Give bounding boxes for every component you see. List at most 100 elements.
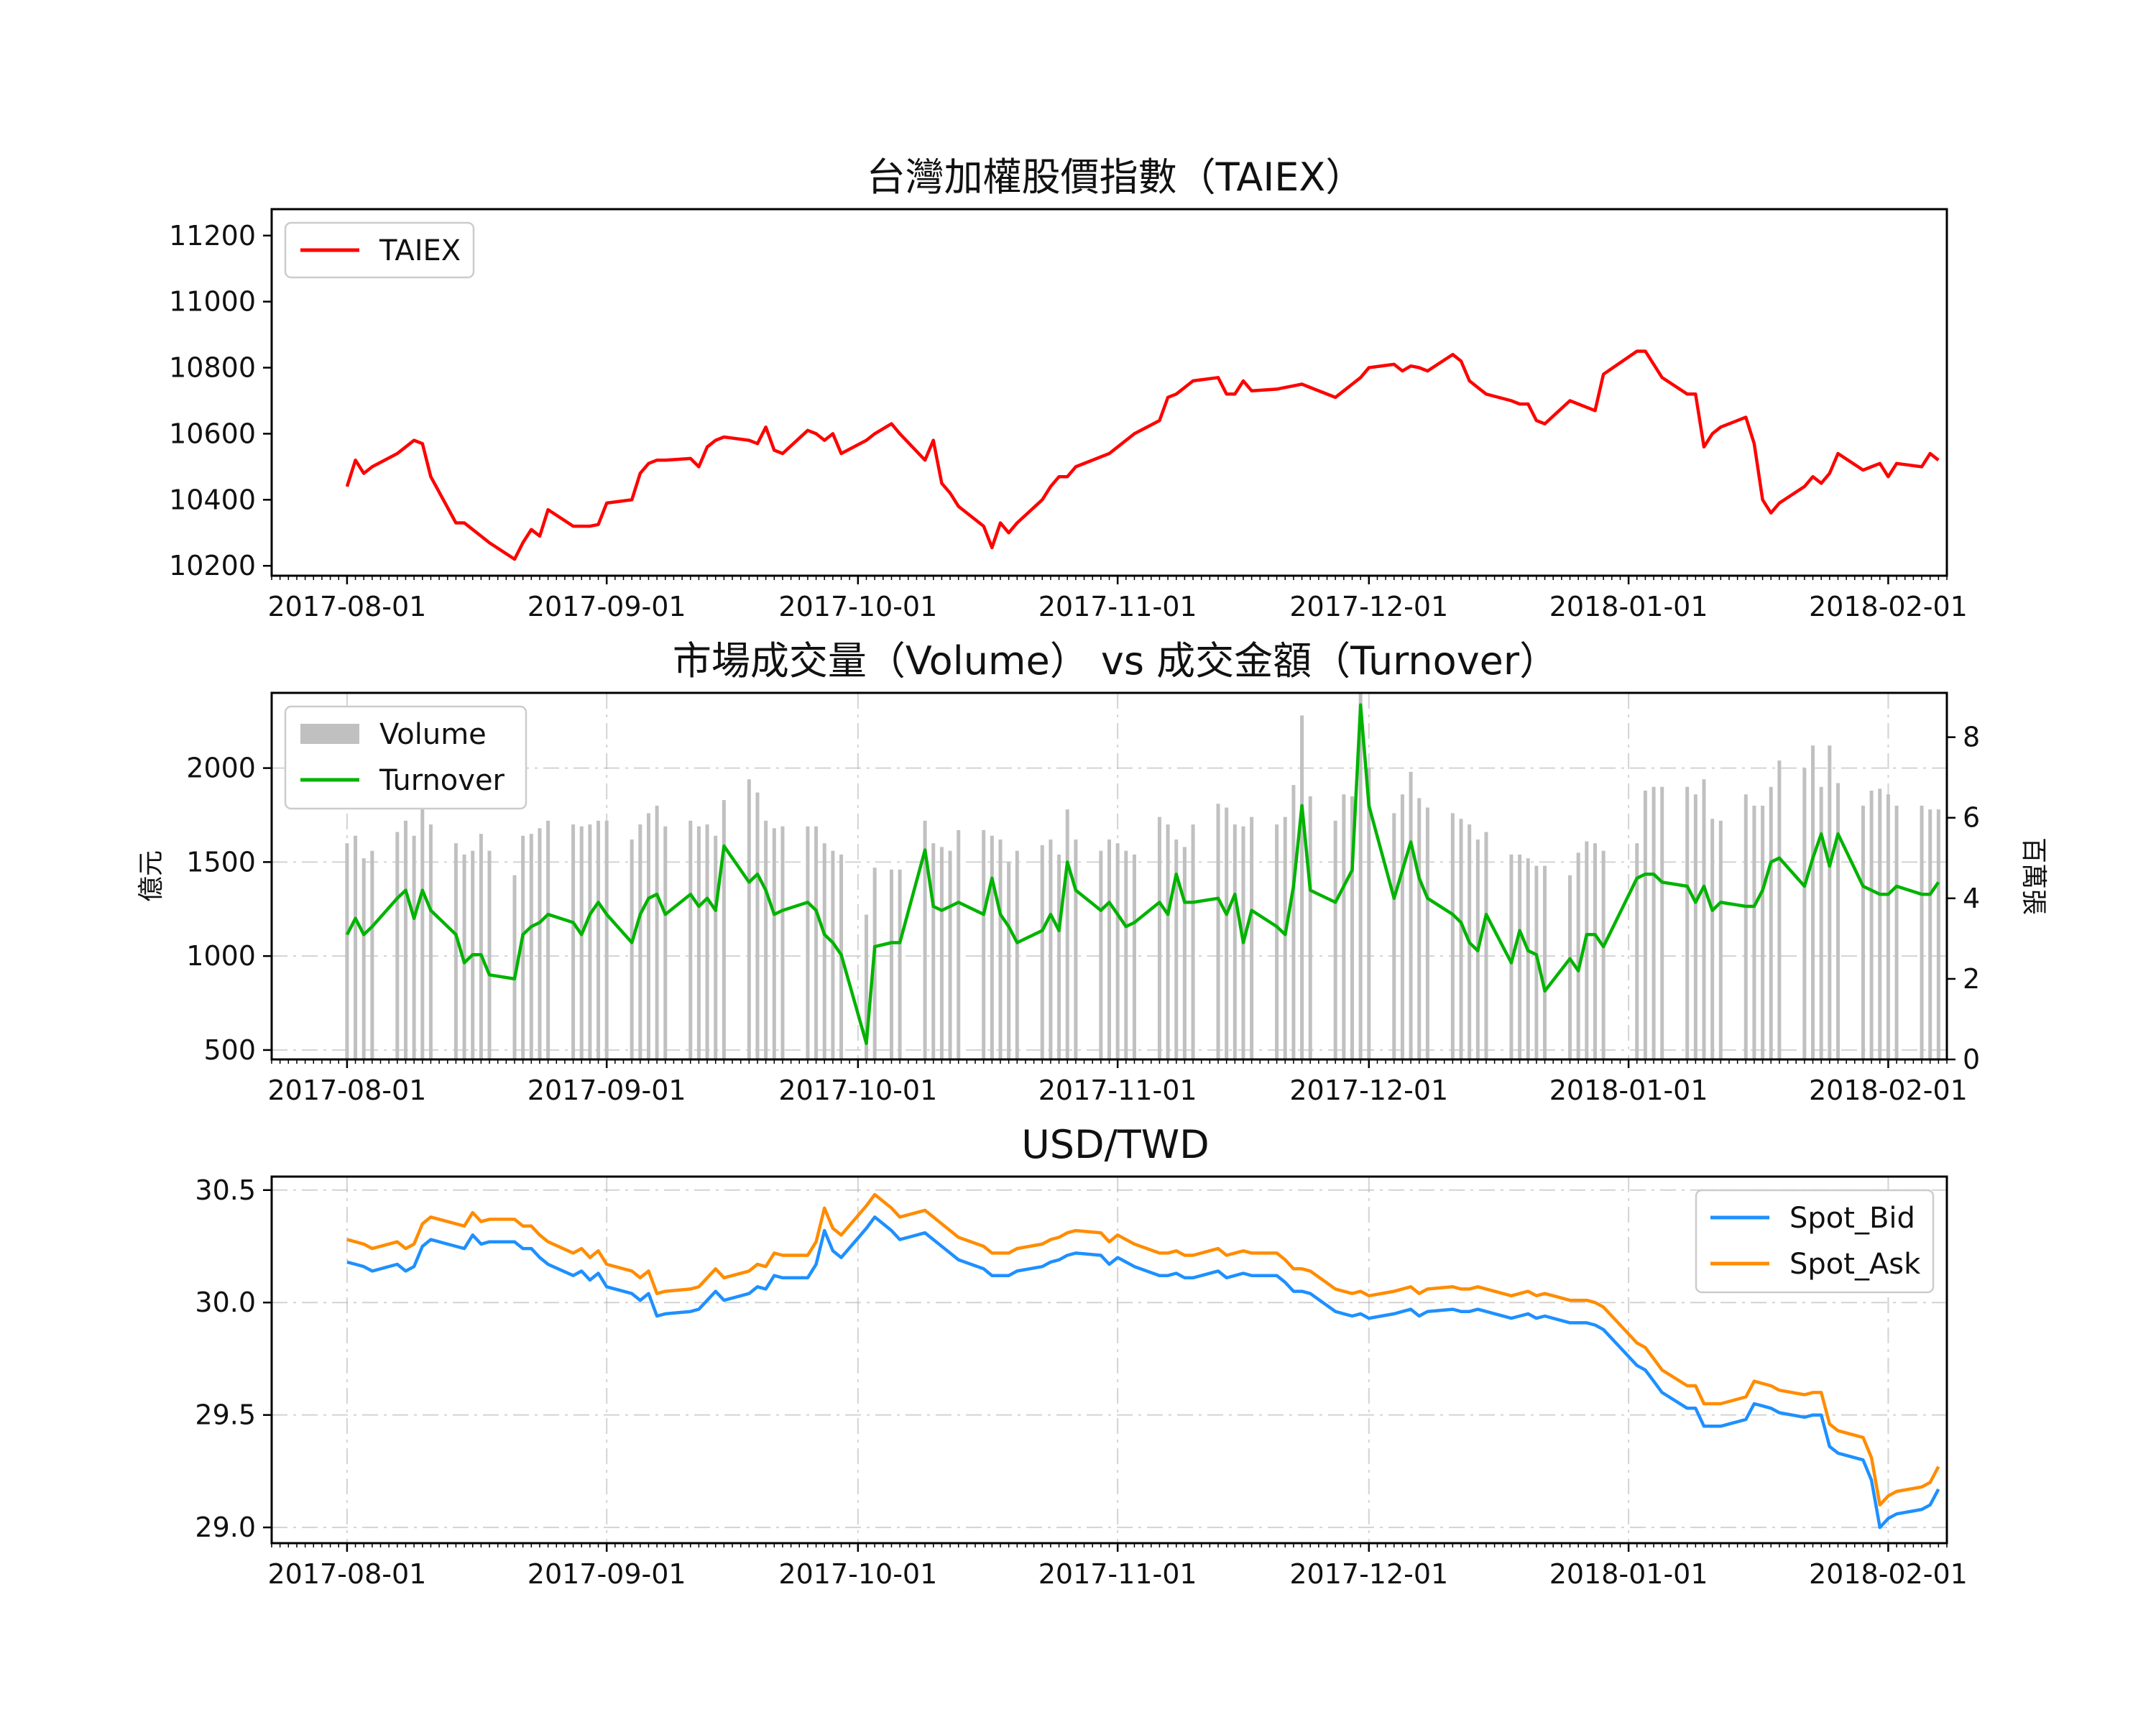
volume-bar: [1878, 788, 1882, 1059]
volume-bar: [1928, 809, 1932, 1059]
x-tick-label: 2017-12-01: [1289, 1075, 1448, 1106]
volume-bar: [1702, 779, 1706, 1059]
volume-bar: [1660, 786, 1664, 1059]
volume-bars: [345, 693, 1940, 1059]
x-tick-label: 2017-10-01: [778, 591, 937, 622]
volume-bar: [747, 779, 751, 1059]
x-tick-label: 2017-09-01: [528, 1558, 686, 1590]
volume-bar: [1174, 840, 1179, 1059]
y-tick-label: 10200: [169, 550, 256, 581]
volume-legend-label: Volume: [379, 718, 487, 751]
volume-bar: [1920, 805, 1924, 1059]
volume-bar: [453, 843, 458, 1059]
volume-bar: [990, 835, 994, 1059]
volume-bar: [546, 820, 550, 1059]
volume-bar: [889, 869, 893, 1059]
volume-bar: [1409, 771, 1413, 1059]
volume-ticks: 2017-08-01 2017-09-01 2017-10-01 2017-11-01…: [186, 722, 1980, 1106]
volume-bar: [428, 824, 433, 1059]
volume-bar: [529, 834, 533, 1059]
y-right-tick-label: 6: [1963, 802, 1980, 834]
volume-bar: [1225, 807, 1229, 1059]
x-tick-label: 2018-01-01: [1549, 591, 1708, 622]
volume-bar: [1811, 745, 1815, 1059]
volume-bar: [345, 843, 349, 1059]
volume-bar: [931, 843, 936, 1059]
x-tick-label: 2017-08-01: [267, 591, 426, 622]
x-tick-label: 2017-09-01: [528, 1075, 686, 1106]
volume-title: 市場成交量（Volume） vs 成交金額（Turnover）: [673, 638, 1558, 684]
volume-bar: [1643, 791, 1647, 1059]
volume-bar: [982, 829, 986, 1059]
spot-ask-line: [346, 1192, 1940, 1507]
y-tick-label: 2000: [186, 753, 256, 784]
volume-bar: [588, 824, 592, 1059]
volume-bar: [420, 807, 425, 1059]
x-tick-label: 2017-10-01: [778, 1558, 937, 1590]
volume-bar: [1576, 852, 1580, 1059]
y-tick-label: 1000: [186, 940, 256, 972]
volume-bar: [1568, 875, 1572, 1059]
volume-bar: [1124, 850, 1128, 1059]
volume-bar: [1425, 807, 1429, 1059]
volume-bar: [1233, 824, 1237, 1059]
volume-bar: [1819, 786, 1823, 1059]
volume-bar: [655, 805, 659, 1059]
volume-bar: [638, 824, 642, 1059]
volume-bar: [1526, 858, 1530, 1059]
volume-bar: [646, 813, 650, 1059]
volume-bar: [1107, 840, 1111, 1059]
volume-bar: [1718, 820, 1723, 1059]
volume-bar: [1777, 760, 1782, 1059]
volume-bar: [1835, 783, 1840, 1059]
spot-bid-legend-label: Spot_Bid: [1789, 1202, 1915, 1235]
taiex-ticks: 2017-08-01 2017-09-01 2017-10-01 2017-11-01…: [169, 220, 1968, 622]
volume-bar: [1593, 843, 1597, 1059]
volume-bar: [403, 820, 407, 1059]
volume-bar: [1216, 804, 1220, 1059]
volume-bar: [1308, 796, 1312, 1059]
volume-bar: [1074, 840, 1078, 1059]
x-tick-label: 2018-02-01: [1809, 1075, 1968, 1106]
volume-bar: [755, 792, 760, 1059]
turnover-line: [345, 703, 1940, 1045]
volume-bar: [1886, 794, 1890, 1059]
volume-bar: [1752, 805, 1756, 1059]
volume-bar: [663, 826, 668, 1059]
volume-bar: [1534, 865, 1539, 1059]
volume-bar: [948, 850, 952, 1059]
volume-bar: [1585, 841, 1589, 1059]
volume-bar: [1484, 832, 1488, 1059]
volume-bar: [1157, 816, 1161, 1059]
taiex-line: [345, 349, 1940, 561]
volume-bar: [1099, 850, 1103, 1059]
volume-bar: [487, 850, 492, 1059]
volume-bar: [1861, 805, 1865, 1059]
y-right-tick-label: 0: [1963, 1044, 1980, 1075]
x-tick-label: 2017-12-01: [1289, 1558, 1448, 1590]
volume-panel: 市場成交量（Volume） vs 成交金額（Turnover） 2017-08-…: [137, 638, 2048, 1106]
volume-bar: [696, 826, 701, 1059]
volume-bar: [1802, 768, 1807, 1059]
volume-legend-swatch: [300, 724, 359, 744]
volume-bar: [1291, 785, 1296, 1059]
volume-bar: [714, 835, 718, 1059]
volume-bar: [1518, 854, 1522, 1059]
y-tick-label: 10400: [169, 484, 256, 515]
volume-bar: [1651, 786, 1656, 1059]
volume-bar: [571, 824, 576, 1059]
turnover-legend-label: Turnover: [379, 764, 505, 797]
y-tick-label: 29.0: [195, 1512, 256, 1543]
volume-bar: [1693, 794, 1697, 1059]
volume-legend: Volume Turnover: [284, 705, 528, 810]
volume-frame: [270, 691, 1948, 1061]
volume-bar: [1342, 794, 1346, 1059]
x-tick-label: 2018-01-01: [1549, 1075, 1708, 1106]
volume-bar: [865, 914, 869, 1059]
volume-bar: [1132, 854, 1136, 1059]
volume-bar: [354, 835, 358, 1059]
taiex-legend-label: TAIEX: [379, 234, 461, 267]
taiex-series: [345, 349, 1940, 561]
volume-bar: [1743, 794, 1748, 1059]
